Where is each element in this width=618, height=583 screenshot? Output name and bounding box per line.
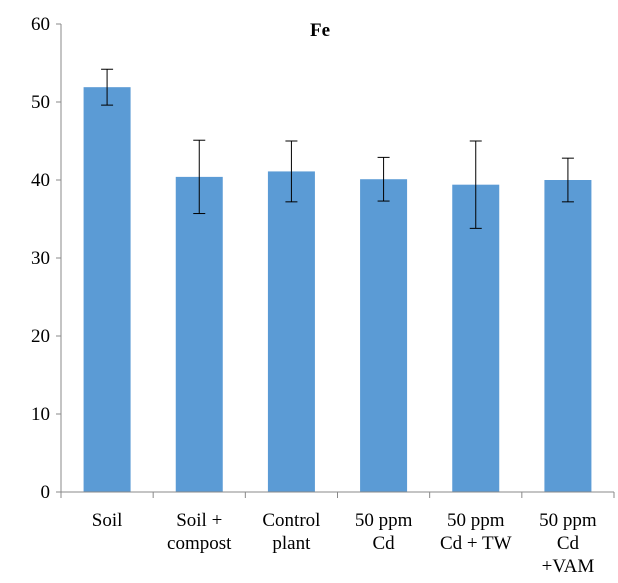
- x-category-label-line: 50 ppm: [355, 510, 413, 531]
- x-category-label-line: plant: [272, 533, 311, 554]
- x-category-label: Soil: [92, 510, 123, 531]
- x-category-label-line: +VAM: [542, 556, 595, 577]
- x-category-label-line: 50 ppm: [539, 510, 597, 531]
- x-category-label-line: compost: [167, 533, 232, 554]
- bar: [175, 176, 223, 492]
- y-tick-label: 20: [31, 326, 50, 347]
- error-bars-group: [101, 68, 574, 229]
- bar: [267, 171, 315, 493]
- bar: [452, 184, 500, 492]
- bar: [83, 87, 131, 493]
- bar: [360, 179, 408, 492]
- y-tick-label: 10: [31, 404, 50, 425]
- x-category-label-line: Cd + TW: [440, 533, 512, 554]
- x-category-label-line: Cd: [372, 533, 395, 554]
- x-category-label: Control plant: [262, 510, 320, 554]
- chart-title: Fe: [310, 20, 330, 41]
- x-category-label-line: Cd: [557, 533, 580, 554]
- x-category-label: 50 ppm Cd + TW: [440, 510, 512, 554]
- x-category-label: 50 ppm Cd +VAM: [539, 510, 597, 577]
- bar: [544, 180, 592, 492]
- y-ticks-group: 0 10 20 30 40 50 60: [31, 14, 61, 503]
- x-category-label: 50 ppm Cd: [355, 510, 413, 554]
- x-category-label-line: Control: [262, 510, 320, 531]
- x-category-label-line: 50 ppm: [447, 510, 505, 531]
- y-tick-label: 60: [31, 14, 50, 35]
- y-tick-label: 40: [31, 170, 50, 191]
- axes-group: [60, 24, 615, 498]
- x-category-label: Soil + compost: [167, 510, 232, 554]
- y-tick-label: 50: [31, 92, 50, 113]
- bars-group: [83, 87, 592, 493]
- y-tick-label: 30: [31, 248, 50, 269]
- x-category-label-line: Soil +: [176, 510, 222, 531]
- x-category-label-line: Soil: [92, 510, 123, 531]
- y-tick-label: 0: [41, 482, 51, 503]
